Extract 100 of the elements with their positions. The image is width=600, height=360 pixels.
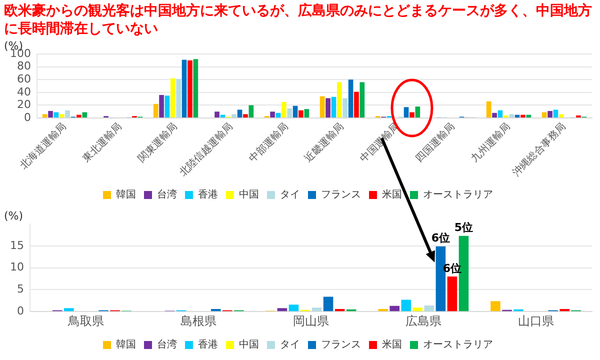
legend-label: タイ [280,190,300,201]
bar [292,106,298,118]
legend-label: 韓国 [116,338,136,351]
annotation: 5位 [454,221,474,234]
bar [287,108,292,118]
bar [410,112,414,118]
legend-label: 米国 [382,188,402,201]
bar [486,101,492,118]
x-tick-label: 沖縄総合事務局 [510,120,568,179]
legend-label: オーストラリア [423,340,493,351]
bar [336,82,342,118]
y-tick-label: 0 [16,304,24,318]
legend-label: フランス [321,190,361,201]
bar [404,107,409,118]
bar [182,60,187,118]
legend-label: 台湾 [157,188,177,201]
legend-label: 韓国 [116,188,136,201]
bar [188,60,192,118]
bar [312,308,322,312]
bar [193,59,198,118]
x-tick-label: 島根県 [180,314,217,328]
bar [415,106,420,118]
x-tick-label: 関東運輸局 [136,120,180,165]
y-tick-label: 5 [16,282,24,296]
bar [270,112,275,118]
legend-label: 香港 [198,188,218,201]
bar [281,102,286,118]
chart-title: 欧米豪からの観光客は中国地方に来ているが、広島県のみにとどまるケースが多く、中国地方に長時間滞在していない [4,2,593,39]
bar [553,110,558,118]
bar [334,308,345,312]
bar [59,114,64,118]
bar [76,114,82,118]
bar [298,110,304,118]
bar [424,305,434,312]
x-tick-label: 鳥取県 [67,314,104,328]
bar [164,96,170,118]
bar [354,92,359,118]
bar [326,98,330,118]
bar [323,296,334,312]
bar [42,114,48,118]
bar [503,115,508,118]
bar [159,94,164,118]
bar [542,112,547,118]
bar [560,308,570,312]
bar [248,105,254,118]
bar [210,308,221,312]
y-tick-label: 20 [16,98,31,112]
bar [170,78,176,118]
legend-label: フランス [321,340,361,351]
legend-label: オーストラリア [423,190,493,201]
bar [498,110,503,118]
y-axis-title: (%) [4,209,24,222]
legend-label: 台湾 [157,338,177,351]
legend-label: 中国 [239,338,259,351]
bar [360,82,365,118]
legend-label: タイ [280,340,300,351]
bar [526,114,532,118]
bar [342,98,348,118]
bar [237,110,242,118]
x-tick-label: 東北運輸局 [80,120,124,165]
bar [48,110,53,118]
y-tick-label: 10 [10,260,24,274]
bar [492,112,497,118]
bar [412,308,423,312]
x-tick-label: 岡山県 [293,314,329,328]
bar [320,96,325,118]
x-tick-label: 中部運輸局 [246,120,291,165]
x-tick-label: 九州運輸局 [468,120,513,165]
bar [243,114,248,118]
bar [176,78,182,118]
bar [520,114,526,118]
bar [277,308,288,312]
bar [401,300,412,312]
legend-label: 米国 [382,338,402,351]
bar [390,306,400,312]
annotation: 6位 [431,232,450,245]
legend-label: 香港 [198,338,218,351]
x-tick-label: 四国運輸局 [413,120,458,165]
bar [82,112,88,118]
bar [331,96,336,118]
bar [576,115,581,118]
bar [558,114,564,118]
y-tick-label: 40 [16,85,31,98]
x-tick-label: 山口県 [518,314,554,328]
bar [214,112,220,118]
legend-label: 中国 [239,188,259,201]
bar [153,104,158,118]
bar [548,110,552,118]
bar [378,308,388,312]
bar [490,301,500,312]
bar [304,109,310,118]
bar [288,304,299,312]
bar [64,308,74,312]
y-tick-label: 80 [16,60,31,73]
bar [447,276,458,312]
bar [348,80,354,118]
x-tick-label: 広島県 [405,314,442,328]
y-tick-label: 15 [10,238,24,252]
bar [232,114,237,118]
bar [276,112,281,118]
